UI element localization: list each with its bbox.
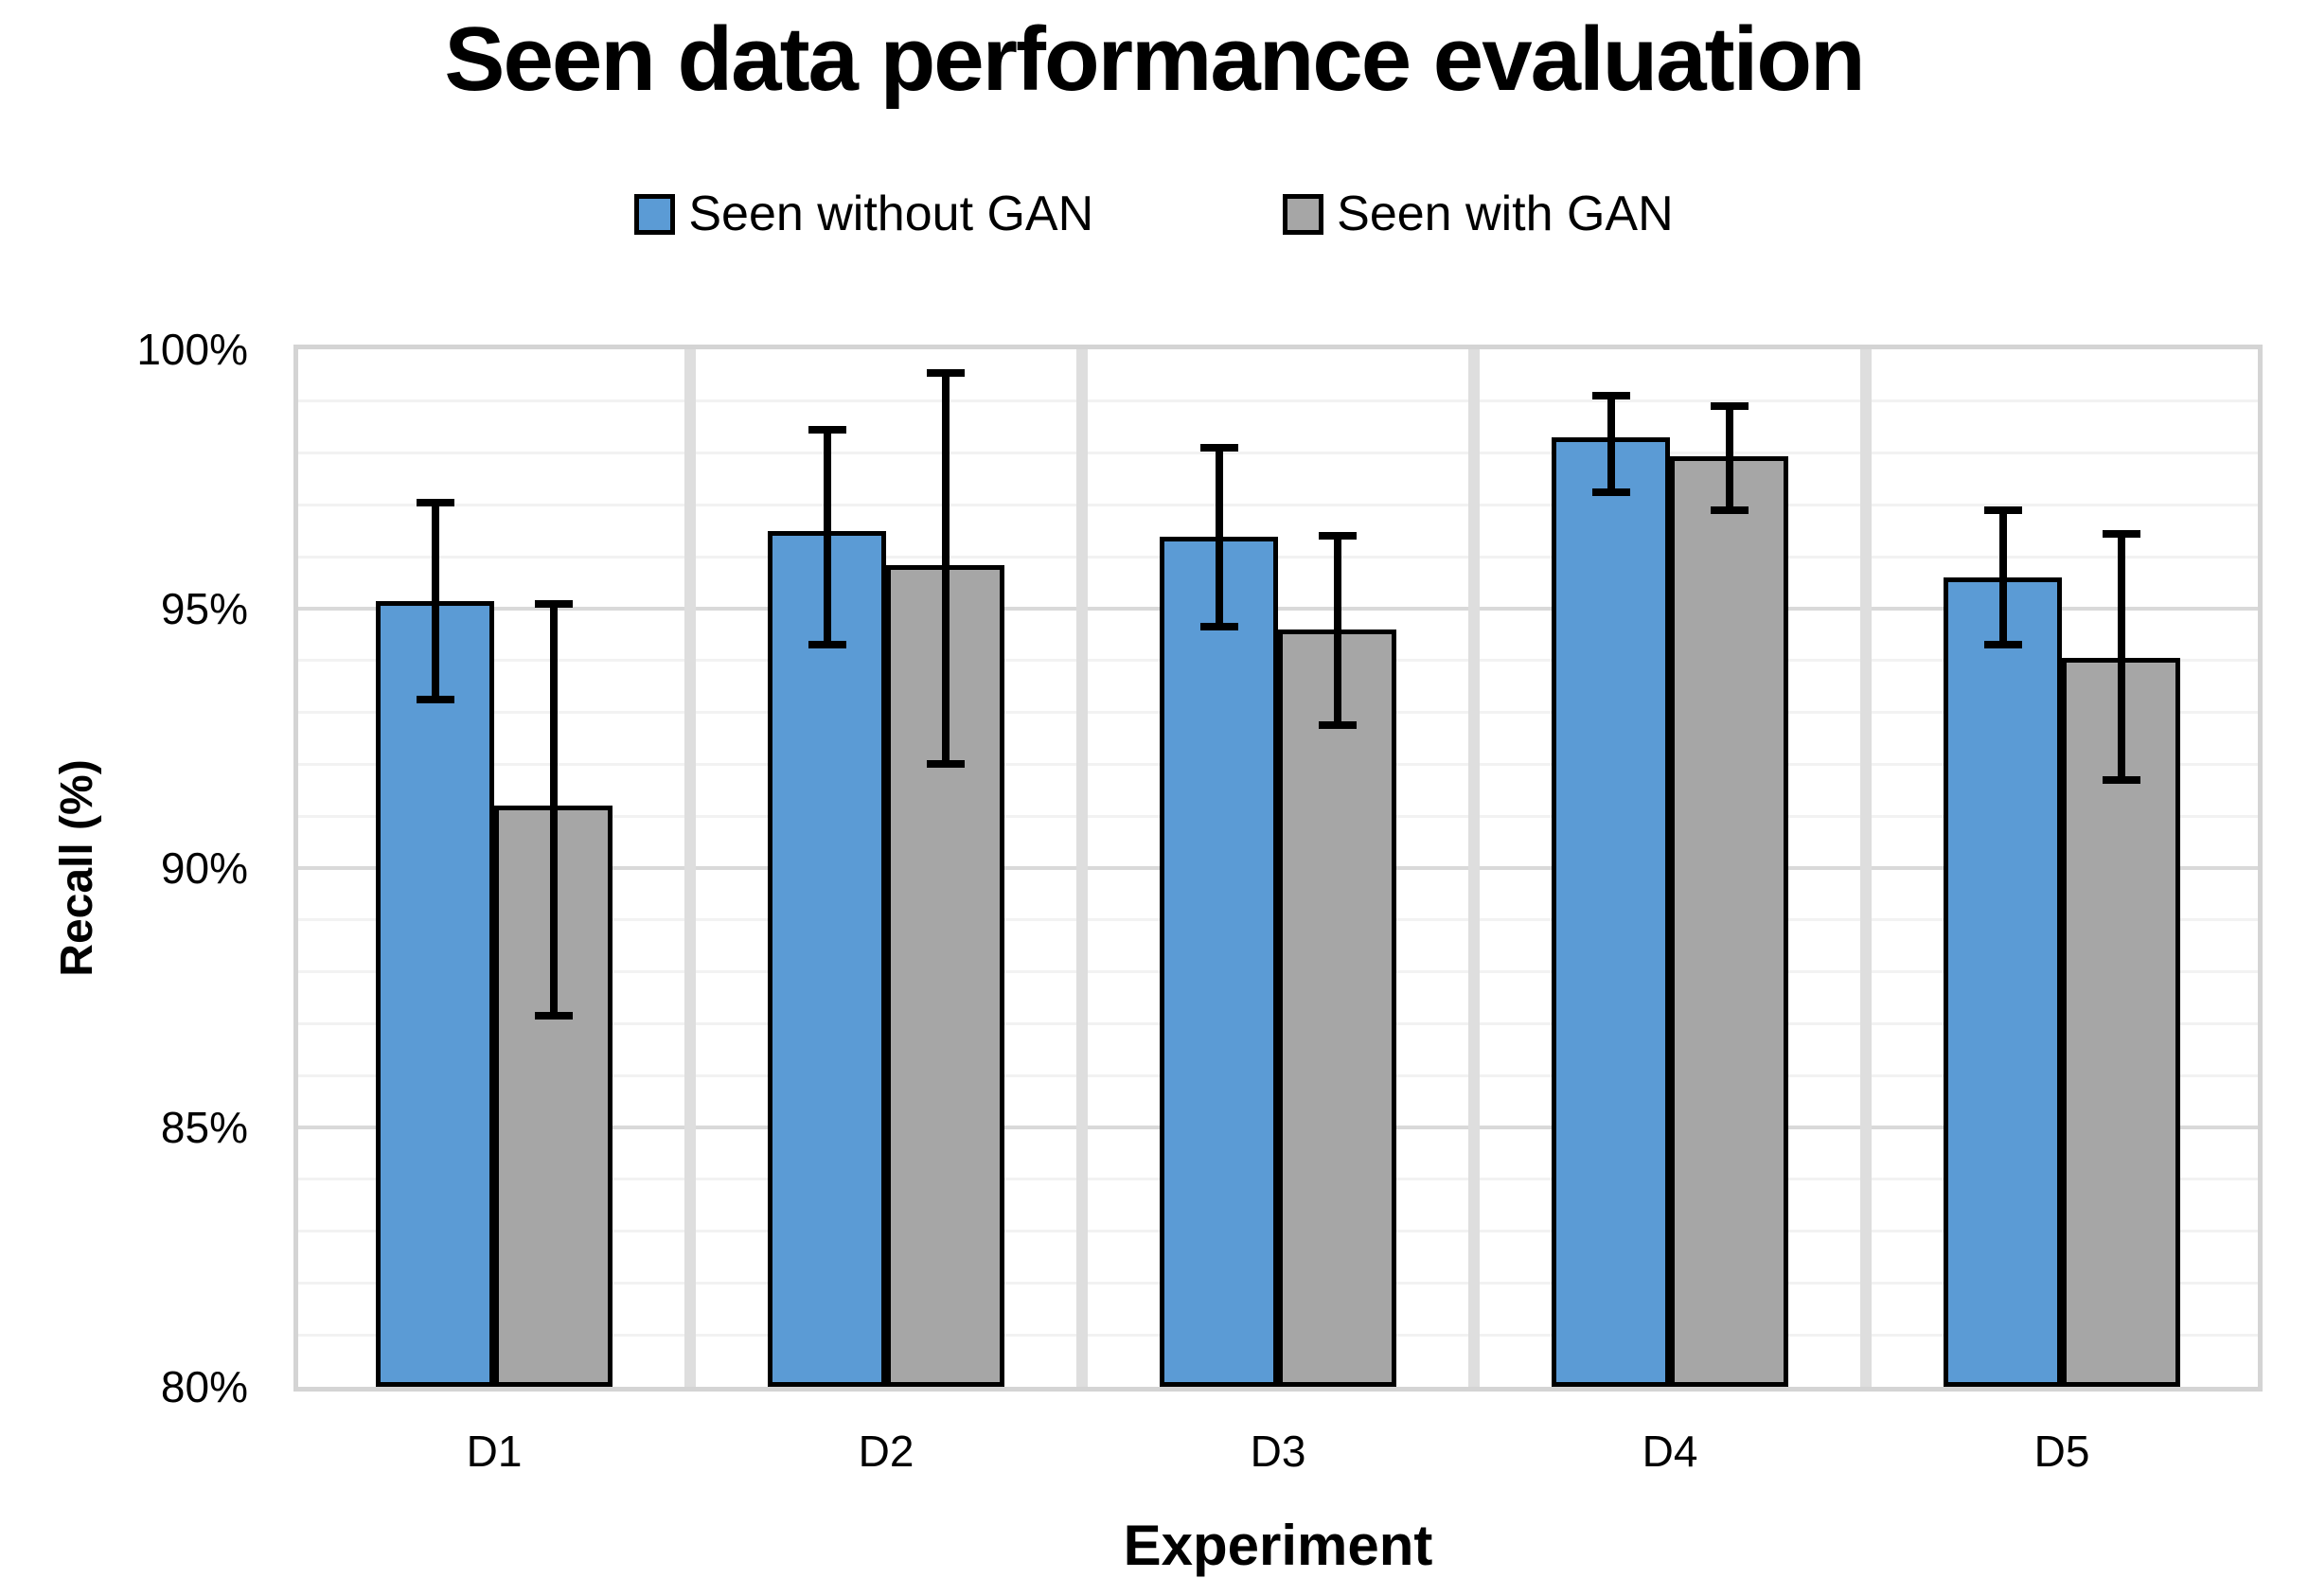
bar-D5-seen-without-gan [1944, 577, 2062, 1387]
error-bar-D2-seen-without-gan-bottom-cap [808, 641, 846, 649]
legend-label: Seen without GAN [688, 186, 1094, 241]
error-bar-D3-seen-without-gan-bottom-cap [1199, 623, 1238, 631]
error-bar-D3-seen-with-gan [1333, 536, 1341, 726]
error-bar-D3-seen-with-gan-bottom-cap [1318, 721, 1357, 730]
error-bar-D4-seen-without-gan-bottom-cap [1591, 488, 1630, 496]
y-tick-label: 95% [160, 584, 248, 633]
vertical-gridline [1860, 349, 1872, 1387]
error-bar-D1-seen-with-gan-bottom-cap [534, 1012, 573, 1020]
error-bar-D2-seen-with-gan-top-cap [926, 368, 965, 377]
plot-area [293, 345, 2263, 1392]
vertical-gridline [684, 349, 696, 1387]
x-tick-label-D3: D3 [1250, 1427, 1306, 1476]
error-bar-D1-seen-with-gan-top-cap [534, 599, 573, 608]
minor-gridline [298, 503, 2258, 506]
legend: Seen without GAN Seen with GAN [0, 186, 2308, 242]
minor-gridline [298, 452, 2258, 455]
bar-D4-seen-without-gan [1552, 437, 1670, 1387]
error-bar-D1-seen-without-gan-bottom-cap [416, 695, 454, 703]
legend-item-seen-without-gan: Seen without GAN [634, 186, 1093, 242]
error-bar-D1-seen-with-gan [549, 603, 558, 1017]
x-tick-label-D1: D1 [466, 1427, 523, 1476]
y-tick-label: 85% [160, 1103, 248, 1152]
error-bar-D1-seen-without-gan-top-cap [416, 498, 454, 506]
legend-swatch-blue-icon [634, 193, 676, 235]
bar-D1-seen-without-gan [376, 601, 494, 1387]
bar-D3-seen-with-gan [1278, 630, 1396, 1387]
error-bar-D5-seen-without-gan [1998, 509, 2007, 646]
x-tick-label-D5: D5 [2033, 1427, 2090, 1476]
error-bar-D5-seen-without-gan-bottom-cap [1983, 641, 2022, 649]
major-gridline [298, 607, 2258, 611]
y-tick-label: 90% [160, 843, 248, 893]
error-bar-D4-seen-without-gan-top-cap [1591, 392, 1630, 400]
error-bar-D3-seen-without-gan [1215, 448, 1223, 628]
error-bar-D3-seen-without-gan-top-cap [1199, 444, 1238, 452]
error-bar-D5-seen-without-gan-top-cap [1983, 505, 2022, 514]
error-bar-D4-seen-with-gan [1725, 406, 1733, 510]
error-bar-D5-seen-with-gan-top-cap [2102, 529, 2140, 538]
error-bar-D4-seen-with-gan-bottom-cap [1710, 505, 1749, 514]
error-bar-D2-seen-with-gan-bottom-cap [926, 760, 965, 769]
error-bar-D4-seen-without-gan [1607, 396, 1615, 492]
vertical-gridline [1076, 349, 1088, 1387]
error-bar-D5-seen-with-gan-bottom-cap [2102, 775, 2140, 784]
error-bar-D3-seen-with-gan-top-cap [1318, 532, 1357, 541]
y-tick-label: 100% [136, 325, 248, 374]
legend-label: Seen with GAN [1337, 186, 1674, 241]
error-bar-D4-seen-with-gan-top-cap [1710, 402, 1749, 411]
error-bar-D2-seen-without-gan-top-cap [808, 425, 846, 434]
error-bar-D2-seen-without-gan [823, 429, 831, 646]
x-axis-title: Experiment [1123, 1514, 1433, 1577]
legend-item-seen-with-gan: Seen with GAN [1283, 186, 1674, 242]
x-tick-label-D4: D4 [1642, 1427, 1698, 1476]
error-bar-D1-seen-without-gan [431, 502, 439, 700]
minor-gridline [298, 555, 2258, 559]
error-bar-D5-seen-with-gan [2117, 533, 2125, 780]
chart-title: Seen data performance evaluation [444, 9, 1865, 110]
legend-swatch-gray-icon [1283, 193, 1324, 235]
bar-D4-seen-with-gan [1670, 455, 1788, 1387]
minor-gridline [298, 399, 2258, 403]
vertical-gridline [1468, 349, 1480, 1387]
x-tick-label-D2: D2 [858, 1427, 914, 1476]
bar-D3-seen-without-gan [1160, 536, 1278, 1387]
bar-D2-seen-without-gan [768, 531, 886, 1387]
y-tick-label: 80% [160, 1362, 248, 1411]
error-bar-D2-seen-with-gan [941, 372, 950, 765]
